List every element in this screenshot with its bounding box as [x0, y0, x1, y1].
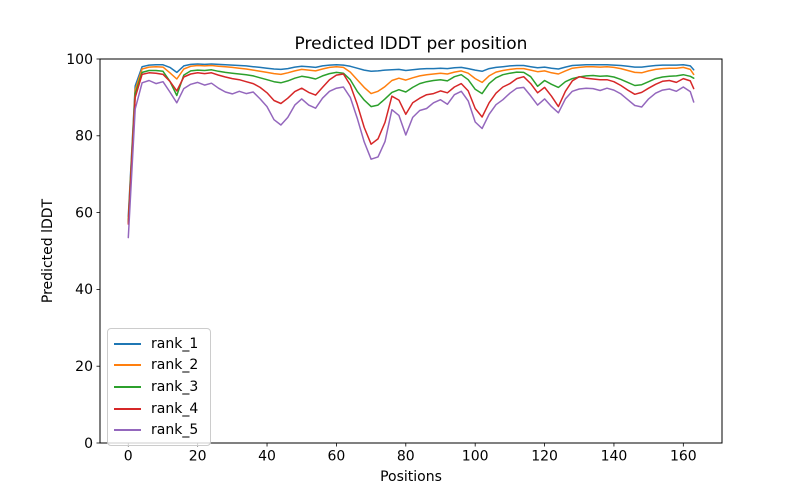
legend-line-swatch — [114, 364, 141, 367]
series-line-rank_2 — [127, 64, 695, 222]
y-tick-label: 80 — [75, 129, 93, 145]
x-tick-label: 60 — [328, 449, 346, 465]
x-tick-label: 20 — [189, 449, 207, 465]
legend-label: rank_5 — [151, 422, 199, 439]
series-line-rank_4 — [127, 72, 695, 225]
x-tick-label: 80 — [397, 449, 415, 465]
y-tick-label: 40 — [75, 282, 93, 298]
y-tick-label: 100 — [66, 52, 93, 68]
legend-line-swatch — [114, 342, 141, 345]
legend-line-swatch — [114, 429, 141, 432]
x-tick-label: 100 — [462, 449, 489, 465]
legend-entry-rank_5: rank_5 — [114, 419, 204, 441]
y-axis-label: Predicted lDDT — [40, 198, 56, 304]
legend-label: rank_2 — [151, 357, 199, 374]
series-line-rank_5 — [127, 79, 695, 239]
legend-line-swatch — [114, 385, 141, 388]
axis-ticks: 0 20 40 60 80 100 120 140 160 0 20 40 60 80 100 — [66, 52, 696, 465]
y-tick-label: 0 — [84, 436, 93, 452]
legend-entry-rank_1: rank_1 — [114, 333, 204, 355]
x-tick-label: 120 — [531, 449, 558, 465]
series-line-rank_1 — [127, 63, 695, 218]
x-axis-label: Positions — [380, 469, 442, 485]
legend: rank_1 rank_2 rank_3 rank_4 rank_5 — [107, 328, 211, 446]
y-tick-label: 60 — [75, 205, 93, 221]
chart-title: Predicted lDDT per position — [294, 34, 528, 54]
x-tick-label: 40 — [258, 449, 276, 465]
x-tick-label: 140 — [601, 449, 628, 465]
legend-entry-rank_2: rank_2 — [114, 355, 204, 377]
y-tick-label: 20 — [75, 359, 93, 375]
legend-label: rank_4 — [151, 400, 199, 417]
x-tick-label: 0 — [124, 449, 133, 465]
legend-label: rank_3 — [151, 378, 199, 395]
legend-label: rank_1 — [151, 335, 199, 352]
series-lines — [127, 63, 695, 239]
legend-line-swatch — [114, 407, 141, 410]
legend-entry-rank_4: rank_4 — [114, 398, 204, 420]
axes-spines — [99, 58, 723, 444]
legend-entry-rank_3: rank_3 — [114, 376, 204, 398]
series-line-rank_3 — [127, 69, 695, 223]
x-tick-label: 160 — [670, 449, 697, 465]
